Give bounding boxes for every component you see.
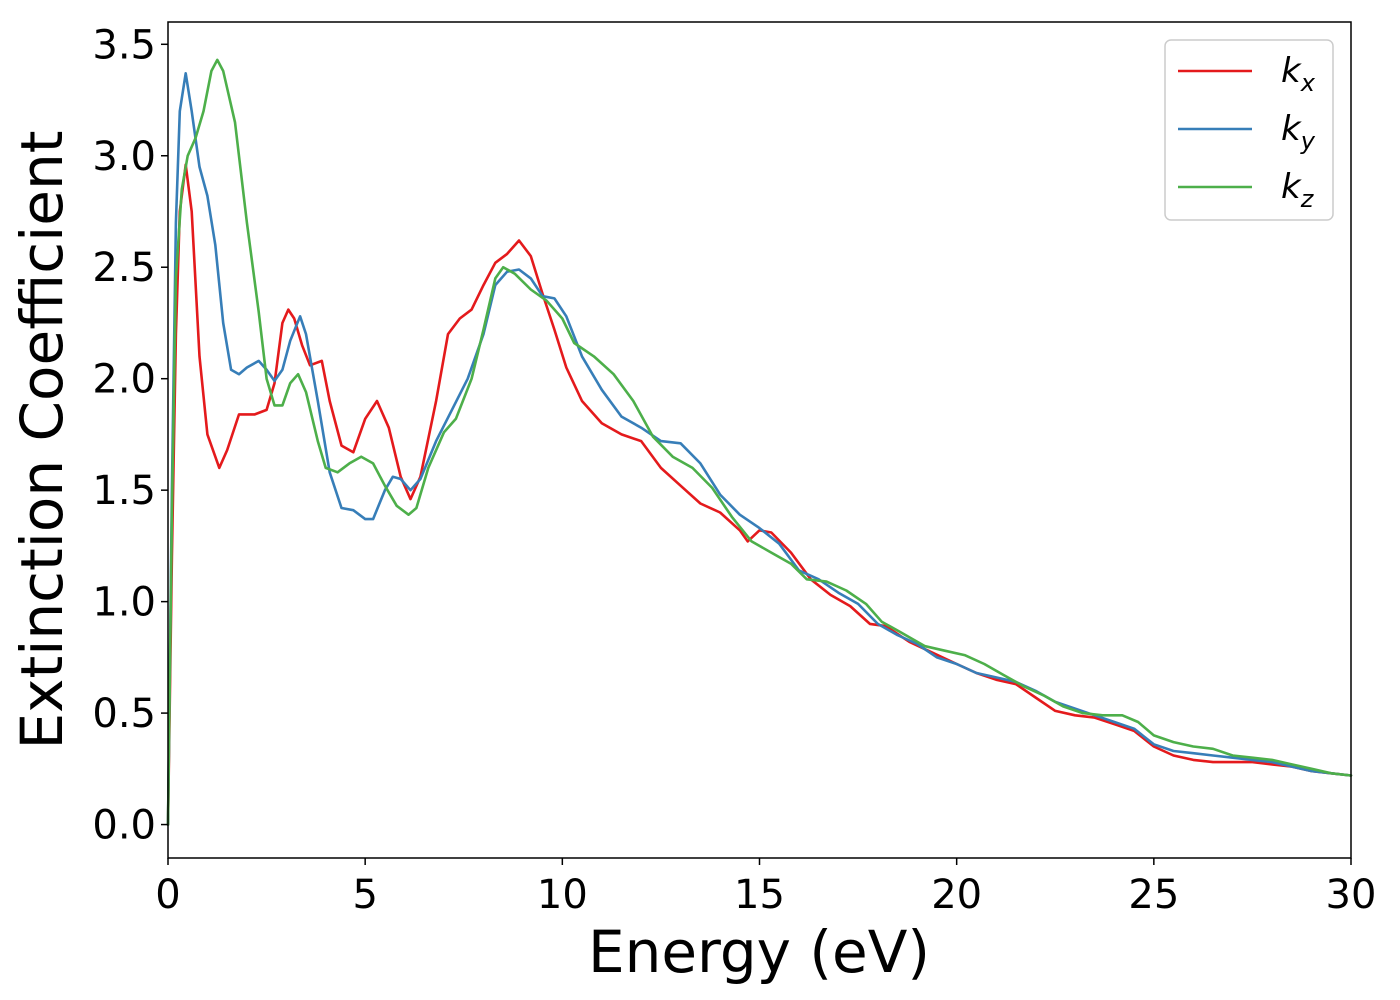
- x-tick-label: 10: [537, 872, 588, 918]
- x-axis-label: Energy (eV): [588, 918, 930, 986]
- y-tick-label: 3.5: [92, 22, 156, 68]
- series-lines: [166, 58, 1353, 826]
- y-tick-label: 2.0: [92, 357, 156, 403]
- x-tick-label: 0: [155, 872, 180, 918]
- x-tick-label: 25: [1128, 872, 1179, 918]
- y-tick-label: 1.5: [92, 468, 156, 514]
- x-tick-label: 15: [734, 872, 785, 918]
- x-tick-label: 30: [1326, 872, 1377, 918]
- x-axis-ticks: 0 5 10 15 20 25 30: [155, 858, 1376, 918]
- y-tick-label: 3.0: [92, 134, 156, 180]
- series-line-kz: [166, 58, 1353, 826]
- x-tick-label: 5: [352, 872, 377, 918]
- series-line-kx: [166, 163, 1353, 826]
- series-line-ky: [166, 72, 1353, 826]
- y-axis-ticks: 0.0 0.5 1.0 1.5 2.0 2.5 3.0 3.5: [92, 22, 168, 849]
- x-tick-label: 20: [931, 872, 982, 918]
- y-tick-label: 1.0: [92, 580, 156, 626]
- y-tick-label: 2.5: [92, 245, 156, 291]
- y-tick-label: 0.5: [92, 691, 156, 737]
- y-axis-label: Extinction Coefficient: [8, 131, 76, 750]
- y-tick-label: 0.0: [92, 803, 156, 849]
